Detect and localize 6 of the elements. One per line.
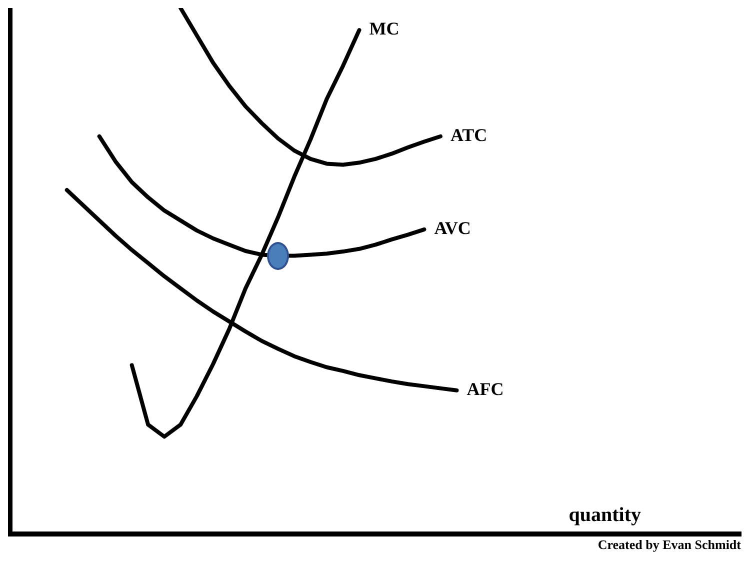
series-label: AFC	[466, 379, 504, 400]
series-label: AVC	[434, 218, 471, 238]
text: Created by Evan Schmidt	[598, 536, 742, 552]
x-axis-title: quantity	[568, 504, 641, 526]
series-label: ATC	[450, 125, 488, 145]
series-label: MC	[369, 18, 400, 39]
